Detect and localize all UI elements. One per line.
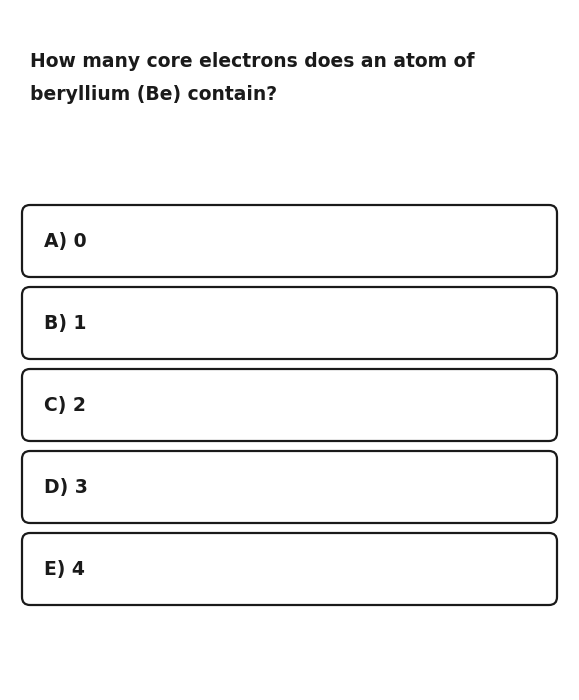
FancyBboxPatch shape [22, 205, 557, 277]
Text: A) 0: A) 0 [44, 232, 87, 251]
FancyBboxPatch shape [22, 287, 557, 359]
Text: How many core electrons does an atom of: How many core electrons does an atom of [30, 52, 475, 71]
FancyBboxPatch shape [22, 533, 557, 605]
Text: B) 1: B) 1 [44, 314, 86, 332]
Text: E) 4: E) 4 [44, 559, 85, 578]
Text: beryllium (Be) contain?: beryllium (Be) contain? [30, 85, 277, 104]
Text: C) 2: C) 2 [44, 395, 86, 414]
Text: D) 3: D) 3 [44, 477, 88, 496]
FancyBboxPatch shape [22, 369, 557, 441]
FancyBboxPatch shape [22, 451, 557, 523]
